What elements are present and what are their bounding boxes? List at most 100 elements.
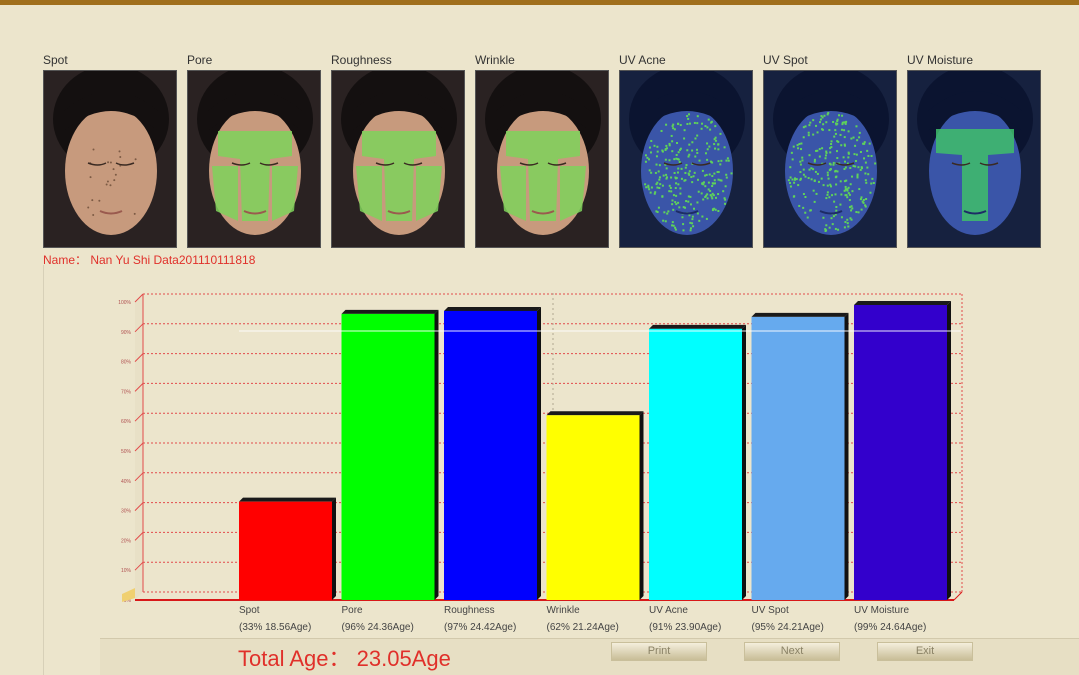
uv-speckle-dot <box>722 190 725 193</box>
right-eye-line <box>547 162 567 166</box>
uv-speckle-dot <box>678 161 681 164</box>
left-eye-line <box>807 162 827 166</box>
uv-speckle-dot <box>665 144 668 147</box>
uv-speckle-dot <box>834 213 837 216</box>
skin-spot-dot <box>113 179 116 182</box>
uv-speckle-dot <box>850 218 853 221</box>
uv-speckle-dot <box>664 163 667 166</box>
uv-speckle-dot <box>840 128 843 131</box>
skin-spot-dot <box>133 212 136 215</box>
uv-speckle-dot <box>834 129 837 132</box>
face-image-uv-spot[interactable] <box>763 70 897 248</box>
x-category-label: UV Moisture <box>854 605 909 616</box>
uv-speckle-dot <box>655 210 658 213</box>
x-category-sublabel: (99% 24.64Age) <box>854 622 926 633</box>
bar-top-face <box>239 497 336 502</box>
uv-speckle-dot <box>710 195 713 198</box>
uv-speckle-dot <box>818 148 821 151</box>
uv-speckle-dot <box>870 154 873 157</box>
uv-speckle-dot <box>826 191 829 194</box>
uv-speckle-dot <box>649 191 652 194</box>
uv-speckle-dot <box>678 148 681 151</box>
uv-speckle-dot <box>687 117 690 120</box>
uv-speckle-dot <box>845 179 848 182</box>
uv-speckle-dot <box>707 118 710 121</box>
grid-wall-line <box>134 532 144 541</box>
uv-speckle-dot <box>648 188 651 191</box>
uv-speckle-dot <box>671 199 674 202</box>
uv-speckle-dot <box>714 147 717 150</box>
uv-speckle-dot <box>677 151 680 154</box>
uv-speckle-dot <box>671 224 674 227</box>
grid-wall-line <box>134 383 144 392</box>
left-eye-line <box>951 162 971 166</box>
uv-speckle-dot <box>846 222 849 225</box>
uv-speckle-dot <box>836 140 839 143</box>
uv-speckle-dot <box>683 129 686 132</box>
uv-speckle-dot <box>851 207 854 210</box>
face-image-uv-moisture[interactable] <box>907 70 1041 248</box>
uv-speckle-dot <box>866 149 869 152</box>
uv-speckle-dot <box>793 178 796 181</box>
uv-speckle-dot <box>796 144 799 147</box>
uv-speckle-dot <box>815 149 818 152</box>
thumb-label-uv-spot: UV Spot <box>763 53 808 67</box>
analysis-mask-tzone <box>362 131 436 221</box>
uv-speckle-dot <box>687 172 690 175</box>
uv-speckle-dot <box>698 159 701 162</box>
uv-speckle-dot <box>856 176 859 179</box>
face-image-uv-acne[interactable] <box>619 70 753 248</box>
bar-pore <box>341 313 435 600</box>
skin-spot-dot <box>134 158 137 161</box>
uv-speckle-dot <box>725 173 728 176</box>
uv-speckle-dot <box>665 123 668 126</box>
y-tick-label: 0% <box>124 598 132 604</box>
uv-speckle-dot <box>701 169 704 172</box>
face-image-wrinkle[interactable] <box>475 70 609 248</box>
uv-speckle-dot <box>688 173 691 176</box>
uv-speckle-dot <box>849 166 852 169</box>
uv-speckle-dot <box>859 168 862 171</box>
uv-speckle-dot <box>865 197 868 200</box>
uv-speckle-dot <box>808 168 811 171</box>
uv-speckle-dot <box>698 219 701 222</box>
next-button[interactable]: Next <box>744 642 840 661</box>
exit-button[interactable]: Exit <box>877 642 973 661</box>
uv-speckle-dot <box>648 169 651 172</box>
uv-speckle-dot <box>864 161 867 164</box>
uv-speckle-dot <box>693 171 696 174</box>
thumb-label-roughness: Roughness <box>331 53 392 67</box>
uv-speckle-dot <box>676 122 679 125</box>
uv-speckle-dot <box>679 147 682 150</box>
uv-speckle-dot <box>679 124 682 127</box>
uv-speckle-dot <box>677 183 680 186</box>
uv-speckle-dot <box>654 191 657 194</box>
uv-speckle-dot <box>841 114 844 117</box>
uv-speckle-dot <box>701 182 704 185</box>
uv-speckle-dot <box>649 151 652 154</box>
face-image-spot[interactable] <box>43 70 177 248</box>
uv-speckle-dot <box>714 208 717 211</box>
uv-speckle-dot <box>865 181 868 184</box>
uv-speckle-dot <box>845 194 848 197</box>
uv-speckle-dot <box>675 182 678 185</box>
analysis-mask-right-cheek <box>416 166 442 221</box>
uv-speckle-dot <box>724 198 727 201</box>
face-image-pore[interactable] <box>187 70 321 248</box>
uv-speckle-dot <box>836 122 839 125</box>
uv-speckle-dot <box>656 181 659 184</box>
uv-speckle-dot <box>854 160 857 163</box>
uv-speckle-dot <box>692 207 695 210</box>
uv-speckle-dot <box>797 184 800 187</box>
uv-speckle-dot <box>645 186 648 189</box>
print-button[interactable]: Print <box>611 642 707 661</box>
face-image-roughness[interactable] <box>331 70 465 248</box>
uv-speckle-dot <box>662 174 665 177</box>
uv-speckle-dot <box>834 169 837 172</box>
uv-speckle-dot <box>709 189 712 192</box>
uv-speckle-dot <box>859 151 862 154</box>
uv-speckle-dot <box>836 120 839 123</box>
bar-wrinkle <box>546 415 640 600</box>
uv-speckle-dot <box>804 125 807 128</box>
uv-speckle-dot <box>717 210 720 213</box>
